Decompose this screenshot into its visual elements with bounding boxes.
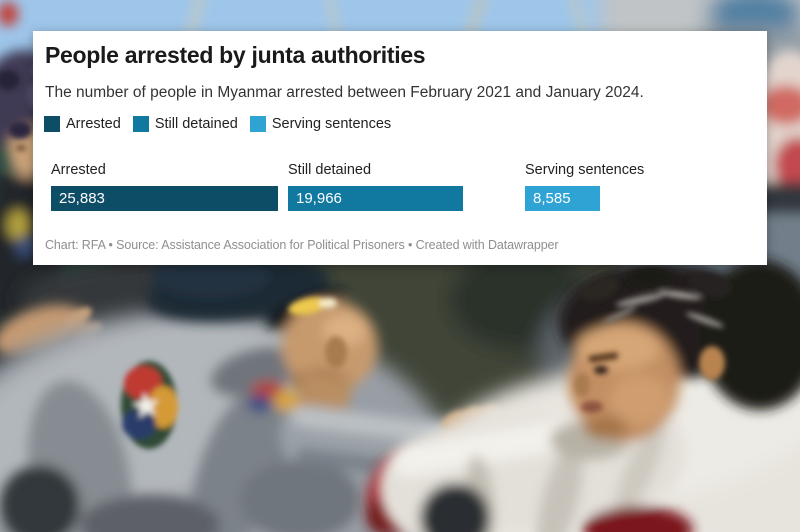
bar-label-still-detained: Still detained — [288, 162, 372, 178]
legend-swatch-arrested — [44, 116, 60, 132]
bar-column-arrested: Arrested 25,883 — [51, 162, 278, 211]
bar-serving-sentences: 8,585 — [525, 186, 601, 211]
chart-card: People arrested by junta authorities The… — [33, 31, 767, 265]
detained-man — [378, 260, 800, 532]
bar-label-arrested: Arrested — [51, 162, 106, 178]
policeman — [0, 254, 544, 532]
legend-swatch-serving-sentences — [249, 116, 266, 132]
patch-star-icon — [132, 392, 159, 419]
chart-footer: Chart: RFA • Source: Assistance Associat… — [45, 238, 559, 252]
red-flag-blur — [0, 2, 18, 26]
blue-bucket-blur — [707, 0, 800, 36]
legend-label-serving-sentences: Serving sentences — [271, 116, 392, 132]
bar-label-serving-sentences: Serving sentences — [525, 162, 645, 178]
legend-label-arrested: Arrested — [66, 116, 121, 132]
chart-legend: Arrested Still detained Serving sentence… — [44, 116, 391, 132]
bar-value-arrested: 25,883 — [59, 190, 105, 207]
legend-item-arrested: Arrested — [44, 116, 121, 132]
bar-still-detained: 19,966 — [288, 186, 464, 211]
bar-chart: Arrested 25,883 Still detained 19,966 Se… — [51, 162, 752, 211]
legend-item-still-detained: Still detained — [132, 116, 238, 132]
bar-arrested: 25,883 — [51, 186, 278, 211]
legend-swatch-still-detained — [132, 116, 149, 132]
bar-value-serving-sentences: 8,585 — [533, 190, 571, 207]
dark-red-patch — [583, 506, 693, 532]
bar-column-still-detained: Still detained 19,966 — [288, 162, 515, 211]
police-shoulder-patch — [121, 361, 178, 449]
chart-title: People arrested by junta authorities — [45, 42, 426, 68]
chart-subtitle: The number of people in Myanmar arrested… — [45, 84, 644, 101]
bar-value-still-detained: 19,966 — [296, 190, 342, 207]
legend-item-serving-sentences: Serving sentences — [249, 116, 392, 132]
bar-column-serving-sentences: Serving sentences 8,585 — [525, 162, 752, 211]
legend-label-still-detained: Still detained — [154, 116, 238, 132]
